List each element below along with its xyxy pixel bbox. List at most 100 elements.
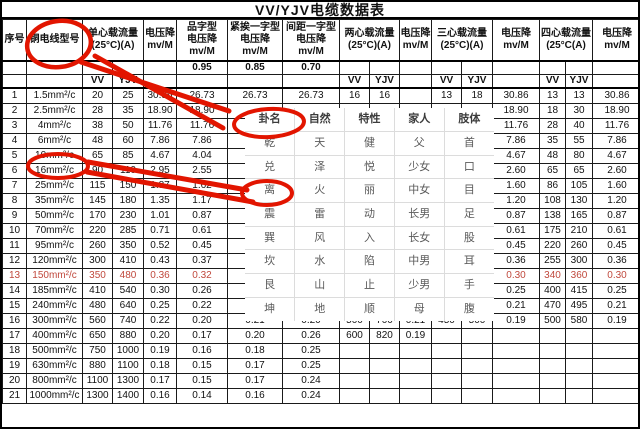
cell (592, 372, 638, 389)
cell: 640 (112, 297, 144, 314)
cell: 10mm²/c (26, 147, 83, 164)
cell: 0.25 (143, 297, 177, 314)
cell: 28 (82, 102, 113, 119)
cell: 18 (2, 342, 27, 359)
label-vv: VV (339, 74, 370, 89)
cell: 70mm²/c (26, 222, 83, 239)
cell: 11.76 (492, 117, 540, 134)
cell: 115 (82, 177, 113, 194)
cell (399, 87, 432, 104)
cell (369, 357, 400, 374)
label-yjv: YJV (112, 74, 144, 89)
col-vdrop-four: 电压降 mv/M (592, 19, 638, 62)
cell: 580 (565, 312, 593, 329)
cell: 1.17 (176, 192, 228, 209)
cell: 19 (2, 357, 27, 374)
cell: 4.67 (143, 147, 177, 164)
cell (539, 327, 566, 344)
cell (431, 372, 462, 389)
cell: 480 (112, 267, 144, 284)
bagua-row: 离火丽中女目 (245, 178, 494, 204)
cell: 0.36 (592, 252, 638, 269)
cell: 4.67 (592, 147, 638, 164)
cell (461, 357, 493, 374)
cell: 0.24 (282, 372, 340, 389)
bagua-cell: 健 (344, 131, 395, 156)
cell: 130 (565, 192, 593, 209)
cell: 13 (2, 267, 27, 284)
bagua-cell: 止 (344, 273, 395, 298)
cell: 0.14 (176, 387, 228, 404)
cell: 2 (2, 102, 27, 119)
cell: 6mm²/c (26, 132, 83, 149)
table-row: 19 630mm²/c 880 1100 0.18 0.15 0.17 0.25 (2, 357, 638, 374)
cell: 16 (2, 312, 27, 329)
cell: 4 (2, 132, 27, 149)
cell (431, 327, 462, 344)
bagua-row: 兑泽悦少女口 (245, 154, 494, 180)
bagua-cell: 动 (344, 202, 395, 227)
cell: 350 (112, 237, 144, 254)
cell: 0.87 (592, 207, 638, 224)
cell: 0.87 (492, 207, 540, 224)
cell (492, 372, 540, 389)
cell (399, 357, 432, 374)
cell: 95mm²/c (26, 237, 83, 254)
bagua-row: 巽风入长女股 (245, 225, 494, 251)
cell: 1000mm²/c (26, 387, 83, 404)
bagua-cell: 泽 (294, 154, 346, 180)
cell: 0.37 (176, 252, 228, 269)
cell: 0.17 (143, 372, 177, 389)
cell: 0.61 (592, 222, 638, 239)
cell: 410 (112, 252, 144, 269)
page-title: VV/YJV电缆数据表 (2, 2, 638, 19)
cell (592, 342, 638, 359)
cell: 1.20 (592, 192, 638, 209)
cell: 14 (2, 282, 27, 299)
cell (461, 327, 493, 344)
cell: 7.86 (592, 132, 638, 149)
cell: 0.16 (227, 387, 283, 404)
bagua-cell: 肢体 (443, 108, 494, 133)
cell: 13 (431, 87, 462, 104)
bagua-overlay-table: 卦名 自然 特性 家人 肢体乾天健父首兑泽悦少女口离火丽中女目震雷动长男足巽风入长女股坎… (245, 108, 494, 321)
bagua-cell: 目 (443, 178, 494, 204)
cell: 0.22 (143, 312, 177, 329)
cell: 1.87 (143, 177, 177, 194)
bagua-cell: 山 (294, 273, 346, 298)
cell: 880 (112, 327, 144, 344)
bagua-cell: 入 (344, 225, 395, 251)
cell (539, 357, 566, 374)
cell: 210 (565, 222, 593, 239)
cell: 0.43 (143, 252, 177, 269)
cell: 150 (112, 177, 144, 194)
cell (399, 372, 432, 389)
col-single-core-ampacity: 单心载流量 (25°C)(A) (82, 19, 144, 62)
bagua-cell: 足 (443, 202, 494, 227)
cell: 86 (539, 177, 566, 194)
cell: 65 (82, 147, 113, 164)
cell: 820 (369, 327, 400, 344)
cell: 6 (2, 162, 27, 179)
cell: 0.17 (227, 372, 283, 389)
bagua-row: 坎水陷中男耳 (245, 249, 494, 275)
cell (399, 387, 432, 404)
cell: 0.26 (282, 327, 340, 344)
bagua-cell: 少女 (393, 154, 445, 180)
cell: 880 (82, 357, 113, 374)
cell: 1000 (112, 342, 144, 359)
cell: 300mm²/c (26, 312, 83, 329)
col-vdrop-single: 电压降 mv/M (143, 19, 177, 62)
col-wire-type: 铜电线型号 (26, 19, 83, 62)
table-row: 17 400mm²/c 650 880 0.20 0.17 0.20 0.26 600 820 0.… (2, 327, 638, 344)
bagua-cell: 耳 (443, 249, 494, 275)
bagua-cell: 中女 (393, 178, 445, 204)
cell: 7 (2, 177, 27, 194)
cell: 11 (2, 237, 27, 254)
bagua-cell: 离 (245, 178, 296, 204)
bagua-header-row: 卦名 自然 特性 家人 肢体 (245, 108, 494, 133)
cell: 138 (539, 207, 566, 224)
cell: 26.73 (227, 87, 283, 104)
col-flat-touching-vdrop: 紧挨一字型 电压降 mv/M (227, 19, 283, 62)
